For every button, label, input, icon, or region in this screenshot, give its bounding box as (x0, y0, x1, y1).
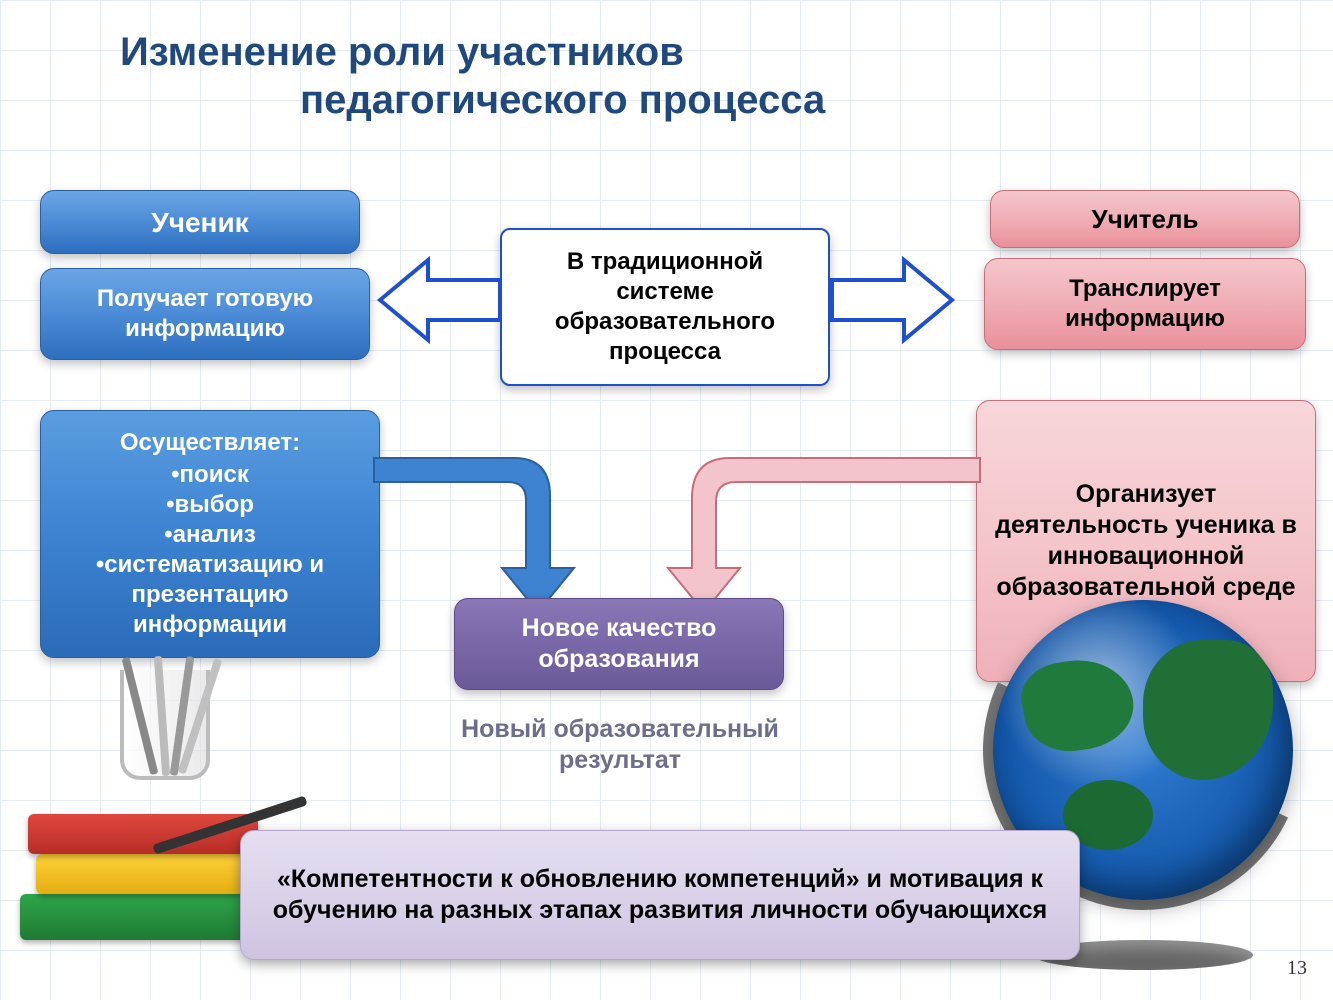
center-traditional-system: В традиционной системе образовательного … (500, 228, 830, 386)
title-line2: педагогического процесса (120, 76, 825, 124)
student-innov-item: •систематизацию и презентацию информации (55, 550, 365, 640)
arrow-right-icon (832, 256, 952, 344)
bottom-banner: «Компетентности к обновлению компетенций… (240, 830, 1080, 960)
student-header: Ученик (40, 190, 360, 254)
student-innov-item: •поиск (55, 460, 365, 490)
student-innov-title: Осуществляет: (120, 428, 300, 458)
arrow-pink-down-icon (640, 440, 980, 620)
teacher-traditional: Транслирует информацию (984, 258, 1306, 350)
purple2-text: Новый образовательный результат (461, 715, 779, 774)
student-innov-item: •выбор (55, 490, 365, 520)
teacher-header: Учитель (990, 190, 1300, 248)
purple-new-quality: Новое качество образования (454, 598, 784, 690)
arrow-left-icon (380, 256, 500, 344)
slide-title: Изменение роли участников педагогическог… (120, 28, 825, 124)
bottom-banner-text: «Компетентности к обновлению компетенций… (255, 864, 1065, 927)
purple-new-result-shadow: Новый образовательный результат (420, 714, 820, 777)
student-innov-list: •поиск•выбор•анализ•систематизацию и пре… (55, 460, 365, 640)
student-innov-item: •анализ (55, 520, 365, 550)
teacher-innov-text: Организует деятельность ученика в иннова… (991, 479, 1301, 604)
student-trad-text: Получает готовую информацию (55, 284, 355, 344)
title-line1: Изменение роли участников (120, 30, 684, 74)
arrow-blue-down-icon (374, 440, 594, 620)
student-innovative: Осуществляет: •поиск•выбор•анализ•систем… (40, 410, 380, 658)
center-text: В традиционной системе образовательного … (516, 247, 814, 367)
teacher-header-text: Учитель (1092, 203, 1199, 236)
purple1-text: Новое качество образования (469, 613, 769, 676)
student-traditional: Получает готовую информацию (40, 268, 370, 360)
page-number: 13 (1287, 957, 1307, 980)
student-header-text: Ученик (151, 205, 248, 240)
teacher-trad-text: Транслирует информацию (999, 274, 1291, 334)
